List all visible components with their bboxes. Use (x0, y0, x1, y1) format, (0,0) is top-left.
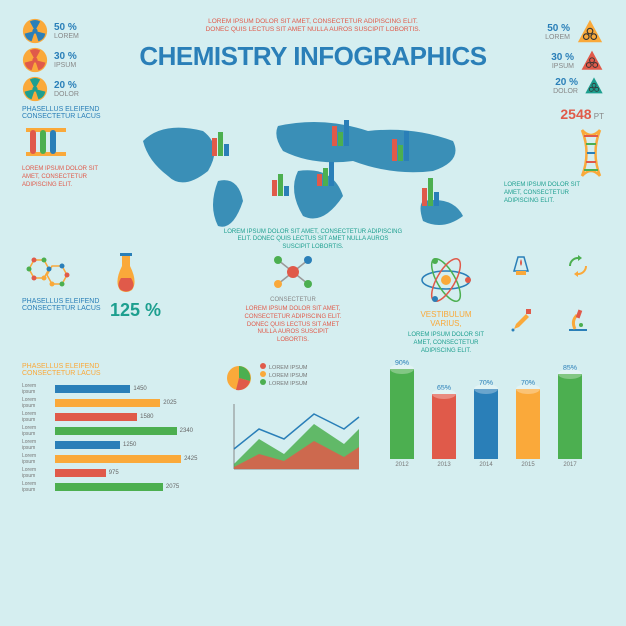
microscope-icon (565, 307, 591, 333)
molecule-3d-icon (270, 252, 316, 292)
lab-grid (494, 252, 604, 355)
map-bar-cluster (272, 174, 290, 196)
dropper-icon (508, 307, 534, 333)
legend-item: LOREM IPSUM (260, 371, 308, 379)
top-lorem: LOREM IPSUM DOLOR SIT AMET, CONSECTETUR … (132, 18, 494, 35)
right-caption: 2548 PT LOREM IPSUM DOLOR SITAMET, CONSE… (504, 106, 604, 246)
biohazard-icon (576, 18, 604, 46)
radiation-icon (22, 47, 48, 73)
legend-item: LOREM IPSUM (260, 363, 308, 371)
radiation-stat: 50 %LOREM (22, 18, 122, 44)
pt-unit: PT (594, 112, 604, 121)
map-bar-cluster (332, 120, 350, 146)
dna-icon (578, 128, 604, 178)
vbar-col: 90% 2012 (387, 360, 417, 468)
consectetur-lbl: CONSECTETUR (188, 297, 398, 303)
hbar-row: Loremipsum 2425 (22, 453, 212, 465)
legend-item: LOREM IPSUM (260, 379, 308, 387)
left-radiation-stats: 50 %LOREM 30 %IPSUM 20 %DOLOR (22, 18, 122, 102)
flask-icon (110, 252, 142, 294)
map-bar-cluster (422, 178, 440, 206)
map-caption: LOREM IPSUM DOLOR SIT AMET, CONSECTETUR … (224, 229, 402, 252)
test-tubes-icon (22, 124, 70, 160)
red-caption: LOREM IPSUM DOLOR SITAMET, CONSECTETURAD… (22, 166, 122, 189)
pct-125: 125 % (110, 300, 180, 321)
phasellus-2: PHASELLUS ELEIFENDCONSECTETUR LACUS (22, 298, 102, 312)
biohazard-stat: 50 %LOREM (504, 18, 604, 46)
map-bar-cluster (392, 131, 410, 161)
hbar-row: Loremipsum 2025 (22, 397, 212, 409)
radiation-icon (22, 76, 48, 102)
hbar-row: Loremipsum 1450 (22, 383, 212, 395)
radiation-icon (22, 18, 48, 44)
burner-icon (508, 253, 534, 279)
hbar-row: Loremipsum 1250 (22, 439, 212, 451)
vbar-chart: 90% 2012 65% 2013 70% 2014 70% 2015 85% … (381, 363, 604, 495)
vbar-col: 70% 2015 (513, 380, 543, 468)
hbar-row: Loremipsum 975 (22, 467, 212, 479)
legend: LOREM IPSUMLOREM IPSUMLOREM IPSUM (260, 363, 308, 393)
atom-area: CONSECTETUR LOREM IPSUM DOLOR SIT AMET,C… (188, 252, 398, 355)
phasellus-orange: PHASELLUS ELEIFENDCONSECTETUR LACUS (22, 363, 212, 377)
world-map: LOREM IPSUM DOLOR SIT AMET, CONSECTETUR … (122, 106, 504, 246)
radiation-stat: 30 %IPSUM (22, 47, 122, 73)
hbar-chart: PHASELLUS ELEIFENDCONSECTETUR LACUS Lore… (22, 363, 212, 495)
area-chart-block: LOREM IPSUMLOREM IPSUMLOREM IPSUM (224, 363, 369, 495)
biohazard-stat: 30 %IPSUM (504, 49, 604, 73)
biohazard-stat: 20 %DOLOR (504, 76, 604, 96)
atom-orbit-area: VESTIBULUM VARIUS, LOREM IPSUM DOLOR SIT… (406, 252, 486, 355)
pie-small-icon (224, 363, 254, 393)
green-2: LOREM IPSUM DOLOR SITAMET, CONSECTETURAD… (406, 332, 486, 355)
vbar-col: 70% 2014 (471, 380, 501, 468)
cycle-icon (564, 253, 592, 279)
area-chart-icon (224, 399, 364, 479)
biohazard-icon (584, 76, 604, 96)
header-block: LOREM IPSUM DOLOR SIT AMET, CONSECTETUR … (132, 18, 494, 102)
biohazard-icon (580, 49, 604, 73)
main-title: CHEMISTRY INFOGRAPHICS (132, 41, 494, 72)
right-biohazard-stats: 50 %LOREM 30 %IPSUM 20 %DOLOR (504, 18, 604, 102)
hbar-row: Loremipsum 2340 (22, 425, 212, 437)
map-bar-cluster (212, 132, 230, 156)
vestibulum: VESTIBULUM VARIUS, (406, 310, 486, 328)
map-bars-container (122, 106, 504, 246)
flask-column: 125 % (110, 252, 180, 355)
chem-column: PHASELLUS ELEIFENDCONSECTETUR LACUS (22, 252, 102, 355)
left-caption: PHASELLUS ELEIFENDCONSECTETUR LACUS LORE… (22, 106, 122, 246)
vbar-col: 85% 2017 (555, 365, 585, 468)
atom-icon (418, 252, 474, 308)
map-bar-cluster (317, 162, 335, 186)
pt-value: 2548 (560, 106, 591, 122)
radiation-stat: 20 %DOLOR (22, 76, 122, 102)
hbar-row: Loremipsum 1580 (22, 411, 212, 423)
phasellus-label: PHASELLUS ELEIFENDCONSECTETUR LACUS (22, 106, 122, 120)
molecule-hex-icon (22, 252, 76, 292)
red-mid: LOREM IPSUM DOLOR SIT AMET,CONSECTETUR A… (188, 306, 398, 345)
hbar-row: Loremipsum 2075 (22, 481, 212, 493)
vbar-col: 65% 2013 (429, 385, 459, 468)
green-caption: LOREM IPSUM DOLOR SITAMET, CONSECTETURAD… (504, 182, 604, 205)
